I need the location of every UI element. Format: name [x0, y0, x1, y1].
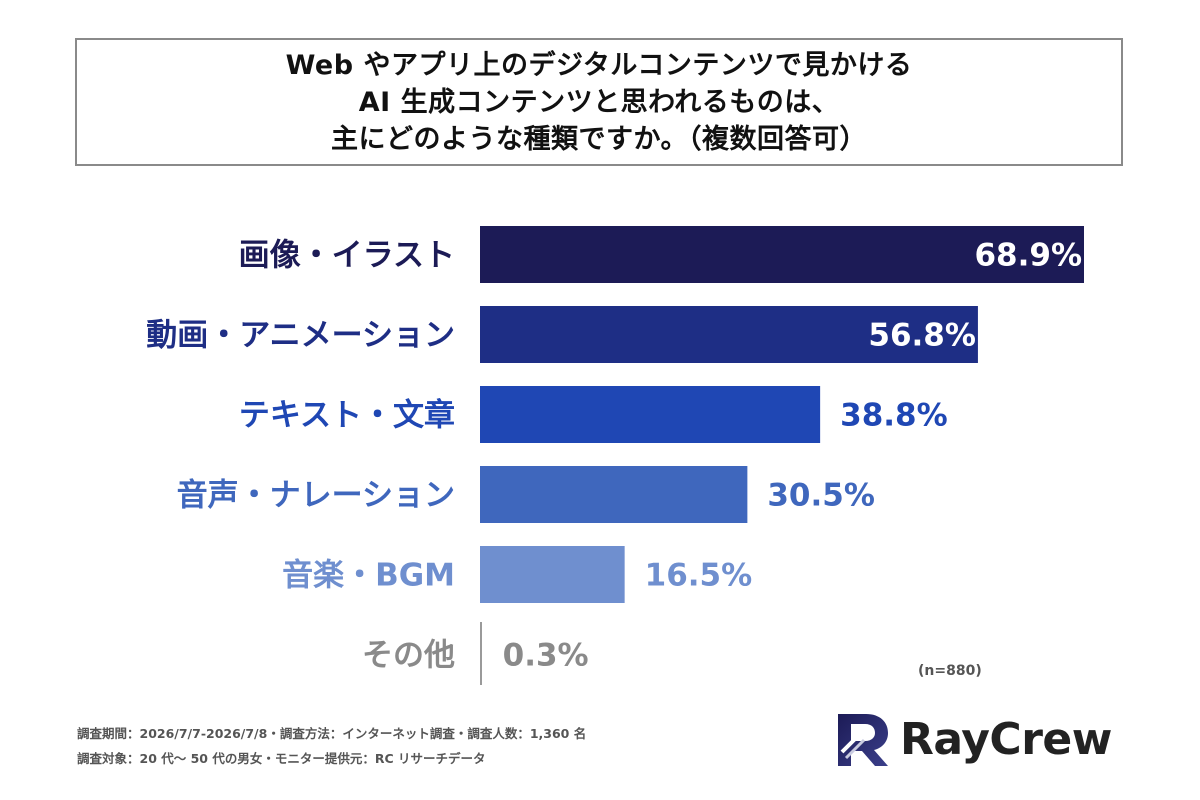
sample-size-note: (n=880)	[918, 663, 982, 679]
value-label: 16.5%	[645, 558, 753, 594]
category-label: テキスト・文章	[239, 398, 455, 434]
footer-survey-info: 調査期間：2026/7/7-2026/7/8・調査方法：インターネット調査・調査…	[77, 726, 587, 741]
chart-title-box: Web やアプリ上のデジタルコンテンツで見かける AI 生成コンテンツと思われる…	[75, 38, 1123, 166]
bar	[480, 546, 625, 603]
raycrew-logo-icon	[838, 714, 888, 766]
value-label: 68.9%	[974, 238, 1082, 274]
footer-survey-target: 調査対象：20 代〜 50 代の男女・モニター提供元：RC リサーチデータ	[77, 751, 486, 766]
value-label: 0.3%	[503, 638, 589, 674]
bar	[480, 386, 821, 443]
chart-title-line-1: Web やアプリ上のデジタルコンテンツで見かける	[285, 49, 913, 81]
bar	[480, 466, 748, 523]
category-label: その他	[362, 638, 455, 674]
bar	[480, 306, 978, 363]
category-label: 画像・イラスト	[239, 238, 455, 274]
value-label: 56.8%	[868, 318, 976, 354]
brand-name: RayCrew	[900, 713, 1112, 765]
value-label: 30.5%	[767, 478, 875, 514]
category-label: 音声・ナレーション	[177, 478, 455, 514]
category-label: 音楽・BGM	[282, 558, 455, 594]
category-label: 動画・アニメーション	[146, 318, 455, 354]
chart-title-line-3: 主にどのような種類ですか。（複数回答可）	[331, 123, 867, 155]
bar	[480, 226, 1084, 283]
value-label: 38.8%	[840, 398, 948, 434]
chart-title-line-2: AI 生成コンテンツと思われるものは、	[358, 86, 840, 118]
bar-chart: 画像・イラスト 68.9% 動画・アニメーション 56.8% テキスト・文章 38.8% 音…	[146, 226, 1084, 685]
brand-logo: RayCrew	[832, 706, 1112, 772]
